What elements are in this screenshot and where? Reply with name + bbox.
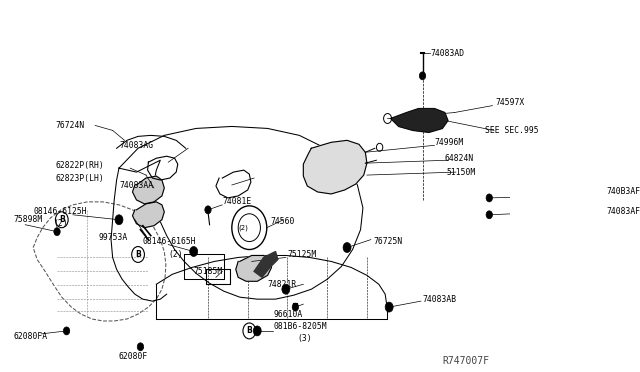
Text: B: B [59,215,65,224]
Text: 74083AF: 74083AF [607,207,640,216]
Text: B: B [246,326,252,336]
Text: (2): (2) [239,224,249,231]
Text: 74083AA: 74083AA [119,180,153,189]
Text: 74083AB: 74083AB [422,295,457,304]
Polygon shape [132,176,164,204]
Text: R747007F: R747007F [442,356,490,366]
Text: 51150M: 51150M [446,168,476,177]
Text: 74083AD: 74083AD [431,48,465,58]
Circle shape [486,194,492,202]
Text: 75185M: 75185M [194,267,223,276]
Circle shape [385,302,393,312]
Text: (2): (2) [53,219,68,228]
Circle shape [419,72,426,80]
Polygon shape [303,140,367,194]
Text: SEE SEC.995: SEE SEC.995 [484,126,538,135]
Text: (2): (2) [168,250,183,259]
Circle shape [486,211,492,219]
Text: 08146-6125H: 08146-6125H [33,207,87,216]
Polygon shape [132,202,164,228]
Text: 62080FA: 62080FA [13,332,47,341]
Circle shape [63,327,70,335]
Circle shape [115,215,123,225]
Text: B: B [135,250,141,259]
Text: 62823P(LH): 62823P(LH) [56,174,104,183]
Circle shape [189,247,198,256]
Text: 74821R: 74821R [268,280,297,289]
Text: 74560: 74560 [270,217,294,226]
Polygon shape [236,256,271,281]
Text: 740B3AF: 740B3AF [607,187,640,196]
Circle shape [343,243,351,253]
Text: 62822P(RH): 62822P(RH) [56,161,104,170]
Text: 96610A: 96610A [273,310,302,318]
Text: 74081E: 74081E [222,198,252,206]
Circle shape [292,303,299,311]
Text: 62080F: 62080F [119,352,148,361]
Circle shape [205,206,211,214]
Circle shape [54,228,60,235]
Text: 74597X: 74597X [495,98,525,107]
Text: 76725N: 76725N [373,237,403,246]
Text: 99753A: 99753A [99,233,127,242]
Text: 64824N: 64824N [445,154,474,163]
Polygon shape [254,251,278,277]
Text: 76724N: 76724N [56,121,84,130]
Text: 74083AG: 74083AG [119,141,153,150]
Text: (3): (3) [297,334,312,343]
Text: 74996M: 74996M [435,138,464,147]
Text: 081B6-8205M: 081B6-8205M [273,323,327,331]
Text: 75125M: 75125M [287,250,317,259]
Polygon shape [391,109,448,132]
Circle shape [282,284,290,294]
Circle shape [137,343,143,351]
Text: 75898M: 75898M [13,215,42,224]
Circle shape [253,326,261,336]
Text: 08146-6165H: 08146-6165H [143,237,196,246]
